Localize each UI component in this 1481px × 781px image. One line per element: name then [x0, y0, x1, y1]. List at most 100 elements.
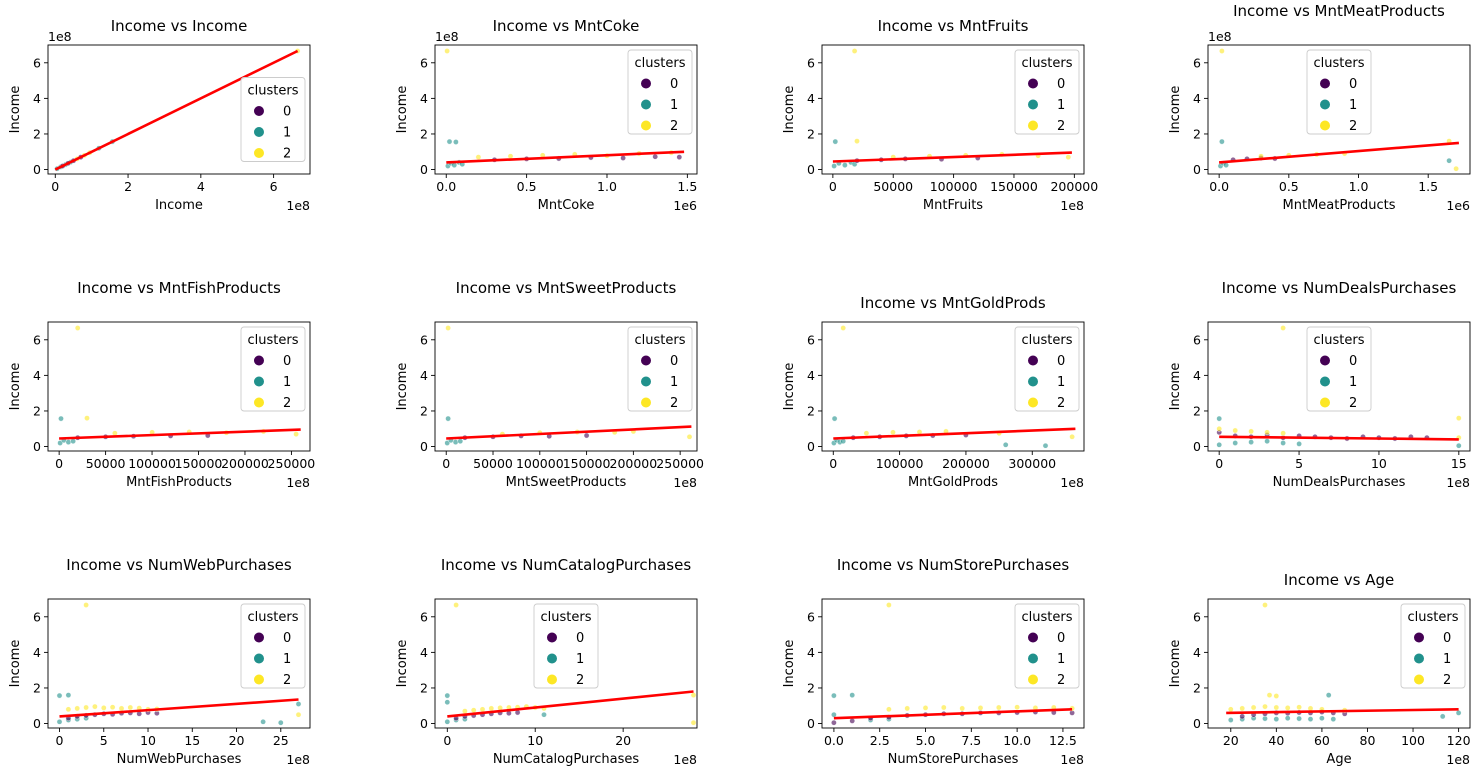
legend-marker-cluster-2	[254, 674, 264, 685]
x-axis-label: MntFishProducts	[126, 475, 232, 490]
x-axis-label: Income	[155, 198, 203, 213]
legend-marker-cluster-1	[254, 127, 264, 137]
scatter-point-cluster-1	[65, 439, 72, 445]
legend-marker-cluster-0	[641, 78, 651, 89]
scatter-point-cluster-2	[1069, 433, 1075, 440]
legend-label: 0	[1057, 631, 1065, 646]
scatter-point-cluster-2	[1248, 428, 1254, 435]
axes-frame	[821, 321, 1085, 452]
y-tick-label: 0	[33, 439, 41, 454]
scatter-point-cluster-2	[690, 692, 697, 698]
x-tick-label: 2	[124, 179, 132, 194]
x-tick-label: 0.0	[824, 733, 844, 748]
x-offset-label: 1e8	[286, 198, 310, 213]
scatter-point-cluster-1	[1330, 716, 1337, 722]
scatter-point-cluster-2	[840, 325, 847, 331]
scatter-point-cluster-1	[842, 162, 848, 168]
x-tick-label: 15	[184, 733, 200, 748]
legend: clusters 0 1 2	[627, 49, 693, 135]
legend-marker-cluster-0	[1320, 355, 1330, 366]
x-axis-label: MntCoke	[538, 198, 595, 213]
y-tick-label: 0	[420, 162, 428, 177]
y-axis-label: Income	[8, 640, 23, 688]
x-tick-label: 5	[1295, 456, 1303, 471]
legend-box	[1306, 49, 1372, 135]
y-tick-label: 6	[807, 55, 815, 70]
scatter-point-cluster-2	[1065, 154, 1072, 160]
scatter-point-cluster-1	[1232, 440, 1238, 446]
legend-label: 1	[576, 652, 584, 667]
scatter-point-cluster-1	[1219, 138, 1225, 145]
legend-marker-cluster-0	[254, 355, 264, 366]
scatter-point-cluster-1	[1284, 715, 1291, 722]
chart-title: Income vs MntSweetProducts	[456, 279, 677, 297]
scatter-point-cluster-1	[831, 163, 837, 169]
legend-box	[1014, 603, 1080, 689]
scatter-point-cluster-2	[690, 719, 697, 726]
legend-label: 1	[283, 375, 291, 390]
scatter-point-cluster-0	[1239, 713, 1245, 720]
y-axis-label: Income	[8, 363, 23, 411]
scatter-point-cluster-2	[83, 602, 89, 608]
scatter-point-cluster-1	[1273, 716, 1280, 722]
scatter-point-cluster-2	[941, 704, 947, 711]
legend-marker-cluster-0	[1028, 78, 1038, 89]
x-tick-label: 0.0	[436, 179, 456, 194]
x-tick-label: 0.5	[1279, 179, 1299, 194]
legend-marker-cluster-2	[1028, 397, 1038, 408]
y-tick-label: 0	[807, 716, 815, 731]
x-tick-label: 0	[829, 456, 837, 471]
legend-label: 0	[576, 631, 584, 646]
scatter-point-cluster-2	[109, 704, 116, 711]
chart-title: Income vs NumWebPurchases	[66, 556, 292, 574]
y-tick-label: 2	[1193, 680, 1201, 695]
scatter-point-cluster-2	[1273, 704, 1280, 711]
y-tick-label: 4	[33, 645, 41, 660]
legend-marker-cluster-2	[547, 674, 557, 685]
scatter-point-cluster-1	[56, 719, 63, 725]
scatter-point-cluster-2	[1239, 705, 1245, 712]
scatter-point-cluster-2	[479, 706, 486, 713]
y-tick-label: 2	[807, 403, 815, 418]
y-tick-label: 4	[807, 645, 815, 660]
scatter-point-cluster-2	[462, 708, 468, 714]
y-tick-label: 0	[1193, 439, 1201, 454]
x-offset-label: 1e8	[673, 752, 697, 767]
y-tick-label: 2	[807, 680, 815, 695]
scatter-point-cluster-2	[74, 325, 81, 331]
x-axis-label: NumCatalogPurchases	[493, 752, 640, 767]
x-offset-label: 1e8	[286, 475, 310, 490]
scatter-point-cluster-2	[1266, 692, 1273, 698]
chart-title: Income vs NumCatalogPurchases	[441, 556, 691, 574]
y-axis-label: Income	[782, 640, 797, 688]
legend-marker-cluster-1	[1028, 653, 1038, 664]
scatter-point-cluster-1	[1264, 438, 1270, 445]
scatter-point-cluster-1	[831, 415, 838, 422]
scatter-point-cluster-0	[652, 153, 659, 160]
subplot-6: Income vs MntSweetProducts 0 50000 100000 15…	[395, 279, 704, 490]
scatter-point-cluster-2	[1250, 704, 1257, 711]
scatter-point-cluster-1	[1296, 441, 1302, 447]
scatter-point-cluster-2	[922, 705, 929, 711]
y-offset-label: 1e8	[48, 29, 72, 44]
legend-label: 0	[283, 354, 291, 369]
scatter-point-cluster-1	[1228, 717, 1234, 723]
x-tick-label: 120	[1447, 733, 1471, 748]
x-axis-label: Age	[1326, 752, 1351, 767]
legend: clusters 0 1 2	[1014, 603, 1080, 689]
x-tick-label: 0	[829, 179, 837, 194]
legend-marker-cluster-0	[1414, 632, 1424, 643]
x-offset-label: 1e8	[1446, 752, 1470, 767]
scatter-point-cluster-2	[1296, 704, 1302, 711]
scatter-point-cluster-2	[1262, 703, 1268, 710]
legend-label: 0	[283, 105, 291, 120]
scatter-point-cluster-2	[112, 430, 118, 437]
legend-title: clusters	[635, 333, 686, 348]
y-tick-label: 6	[33, 332, 41, 347]
legend-label: 1	[283, 126, 291, 141]
x-tick-label: 20	[1223, 733, 1239, 748]
x-tick-label: 10	[1371, 456, 1387, 471]
axes-frame	[47, 321, 311, 452]
x-tick-label: 15	[1451, 456, 1467, 471]
